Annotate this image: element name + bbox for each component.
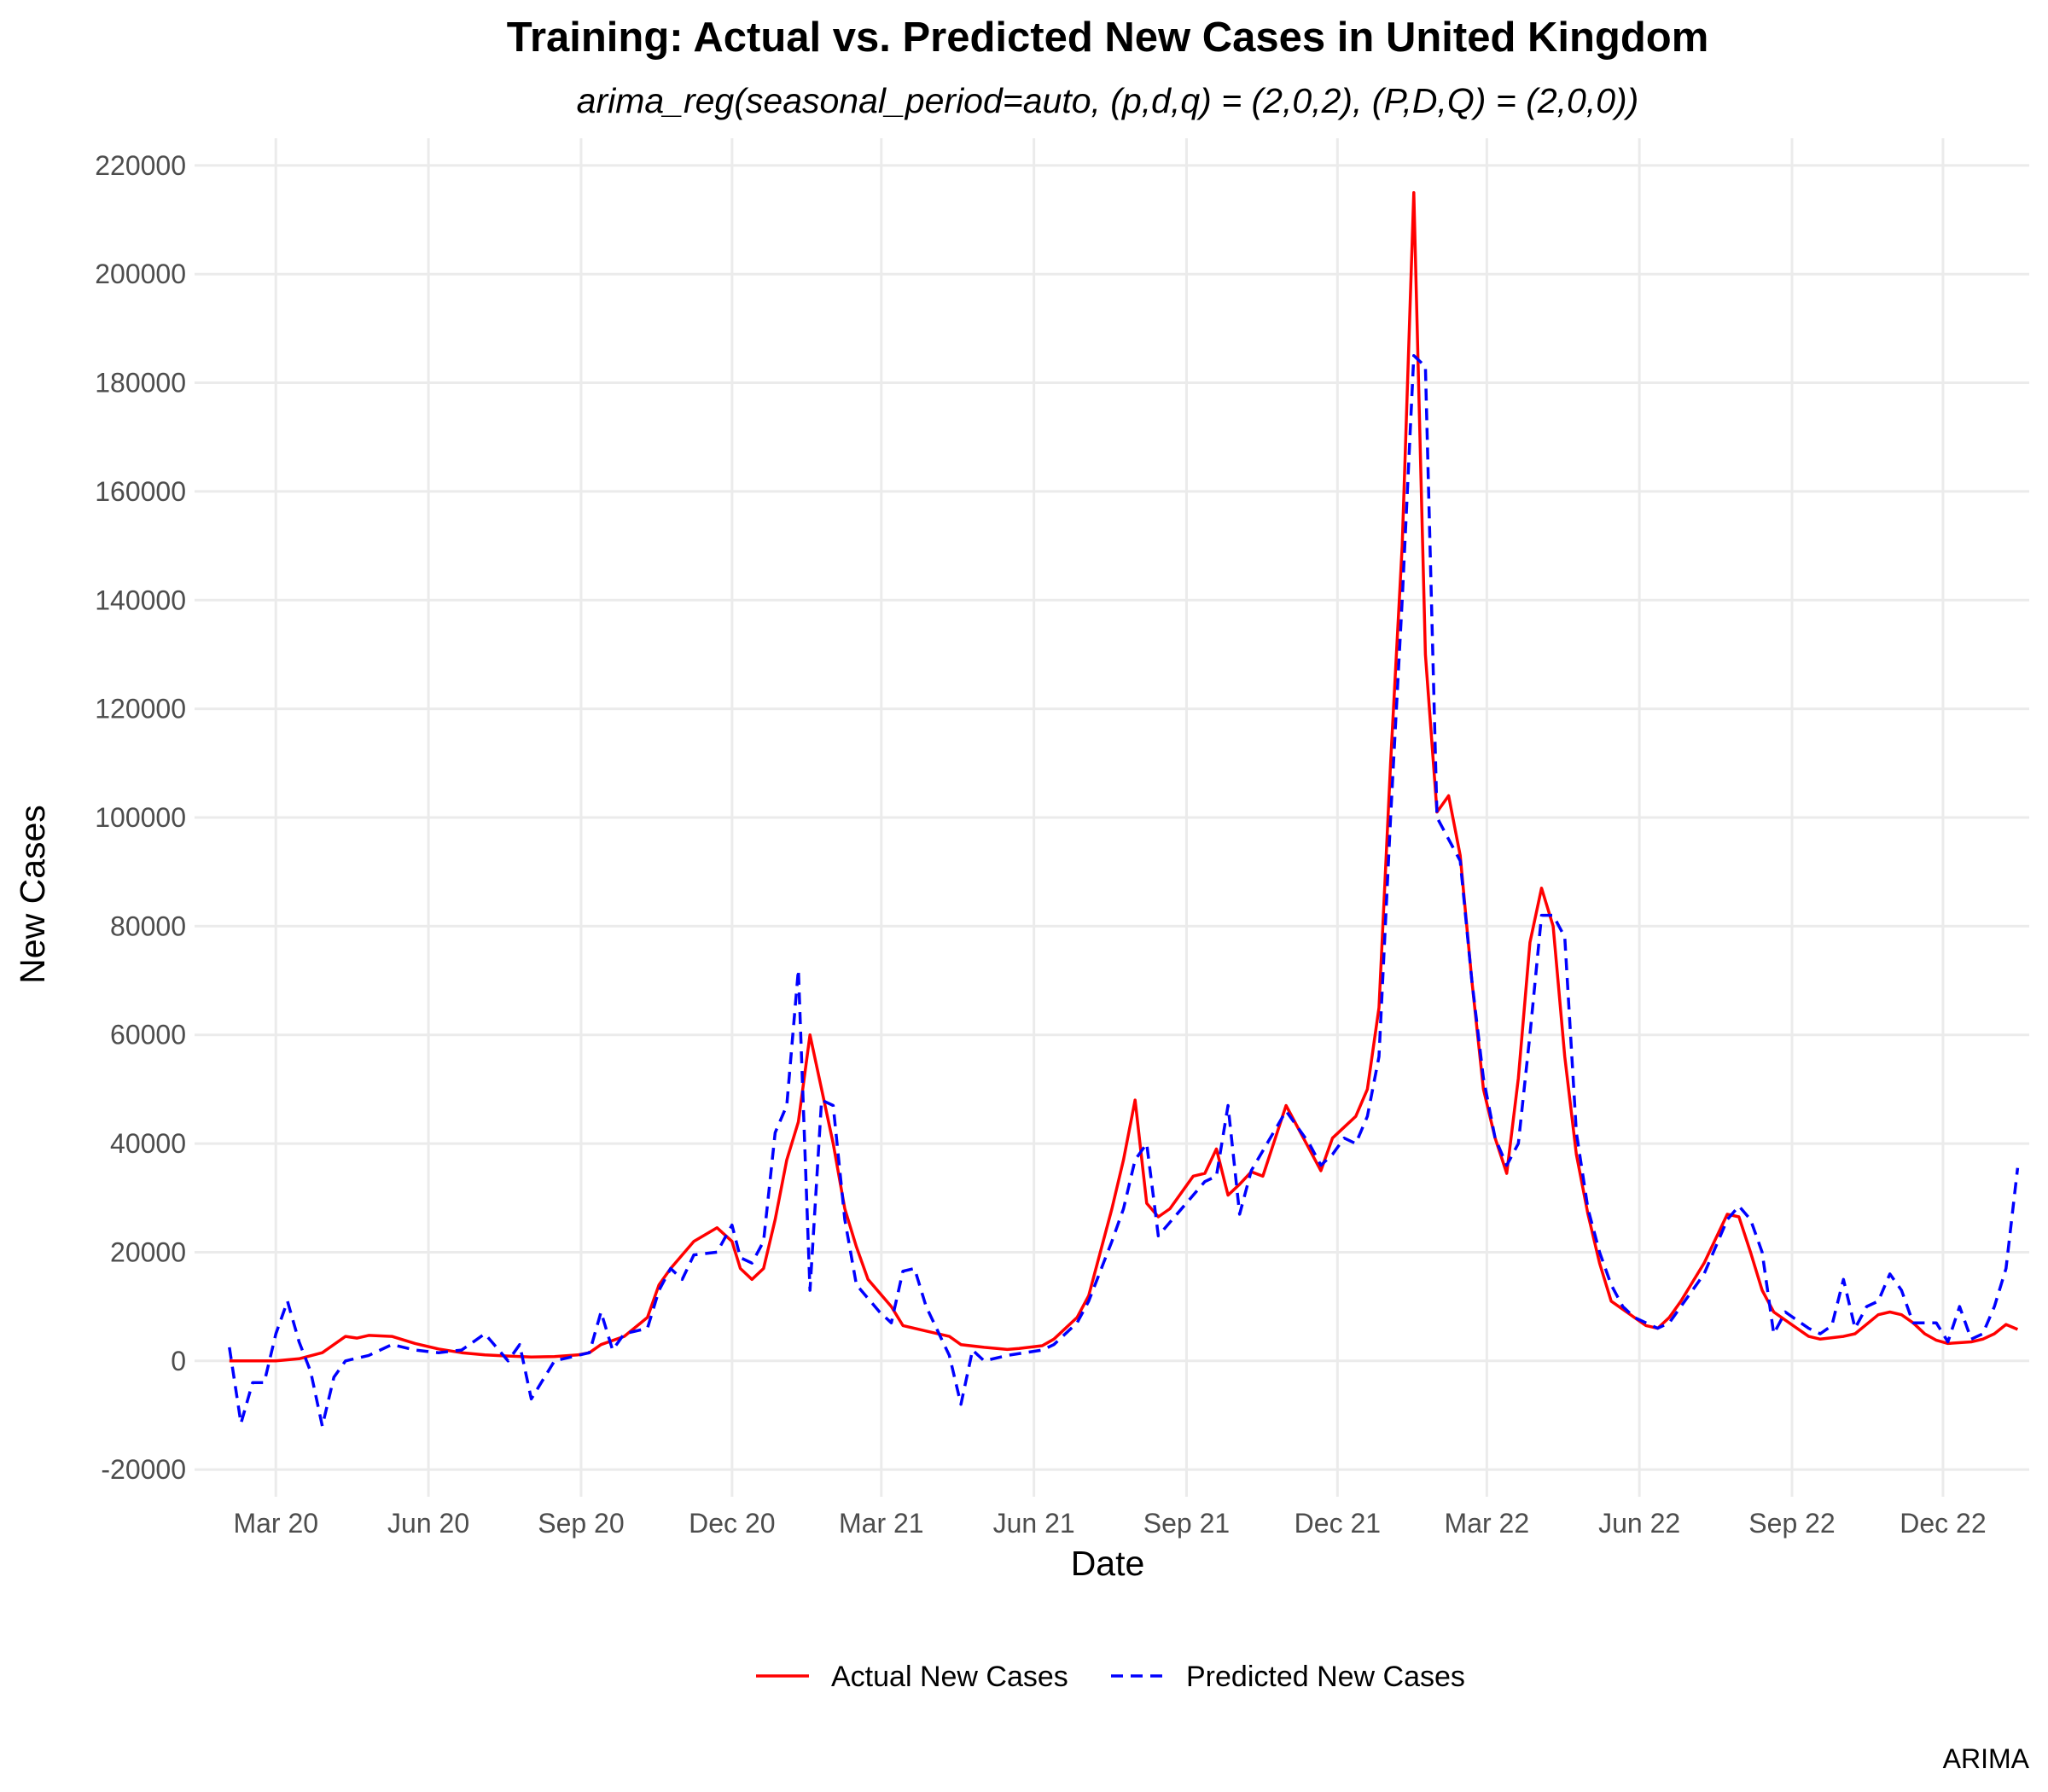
x-tick-label-1: Jun 20 [387,1508,469,1539]
x-axis: Mar 20 Jun 20 Sep 20 Dec 20 Mar 21 Jun 21 Sep … [233,1508,1986,1539]
x-tick-label-2: Sep 20 [538,1508,624,1539]
y-tick-label-10: 180000 [95,368,186,399]
x-tick-label-0: Mar 20 [233,1508,318,1539]
y-tick-label-5: 80000 [110,911,186,941]
x-tick-label-10: Sep 22 [1748,1508,1835,1539]
y-axis-title: New Cases [13,805,52,984]
x-tick-label-6: Sep 21 [1143,1508,1230,1539]
y-tick-label-3: 40000 [110,1128,186,1159]
x-tick-label-8: Mar 22 [1445,1508,1530,1539]
y-tick-label-12: 220000 [95,150,186,181]
legend-label-0: Actual New Cases [831,1661,1068,1693]
legend: Actual New Cases Predicted New Cases [756,1661,1465,1693]
y-tick-label-2: 20000 [110,1236,186,1267]
x-tick-label-5: Jun 21 [993,1508,1075,1539]
y-tick-label-0: -20000 [101,1454,186,1485]
grid-lines [195,138,2029,1497]
series-lines [228,190,2020,1428]
y-tick-label-11: 200000 [95,259,186,289]
y-tick-label-4: 60000 [110,1020,186,1050]
x-tick-label-7: Dec 21 [1295,1508,1381,1539]
y-tick-label-9: 160000 [95,476,186,507]
y-tick-label-1: 0 [171,1346,186,1376]
y-tick-label-8: 140000 [95,585,186,615]
x-axis-title: Date [1071,1544,1145,1583]
legend-label-1: Predicted New Cases [1186,1661,1465,1693]
series-line-1 [228,353,2020,1428]
x-tick-label-11: Dec 22 [1900,1508,1986,1539]
chart-title: Training: Actual vs. Predicted New Cases… [507,15,1709,61]
chart-caption: ARIMA [1943,1743,2030,1774]
chart-subtitle: arima_reg(seasonal_period=auto, (p,d,q) … [577,81,1639,120]
y-tick-label-6: 100000 [95,802,186,833]
x-tick-label-3: Dec 20 [689,1508,775,1539]
x-tick-label-4: Mar 21 [839,1508,924,1539]
y-tick-label-7: 120000 [95,694,186,724]
y-axis: -20000 0 20000 40000 60000 80000 100000 120000 1… [95,150,186,1485]
x-tick-label-9: Jun 22 [1598,1508,1680,1539]
series-line-0 [229,190,2019,1363]
